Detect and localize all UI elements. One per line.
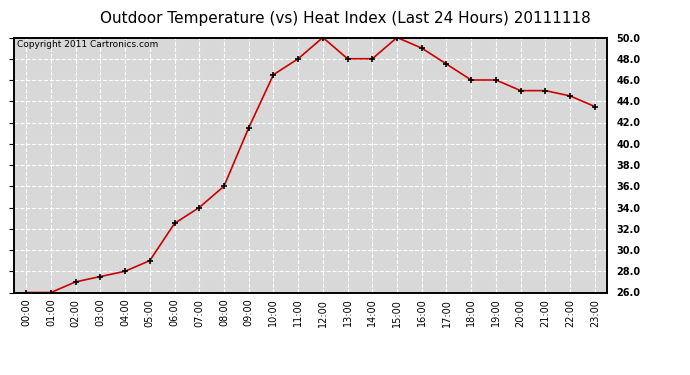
Text: Outdoor Temperature (vs) Heat Index (Last 24 Hours) 20111118: Outdoor Temperature (vs) Heat Index (Las… <box>99 11 591 26</box>
Text: Copyright 2011 Cartronics.com: Copyright 2011 Cartronics.com <box>17 40 158 49</box>
